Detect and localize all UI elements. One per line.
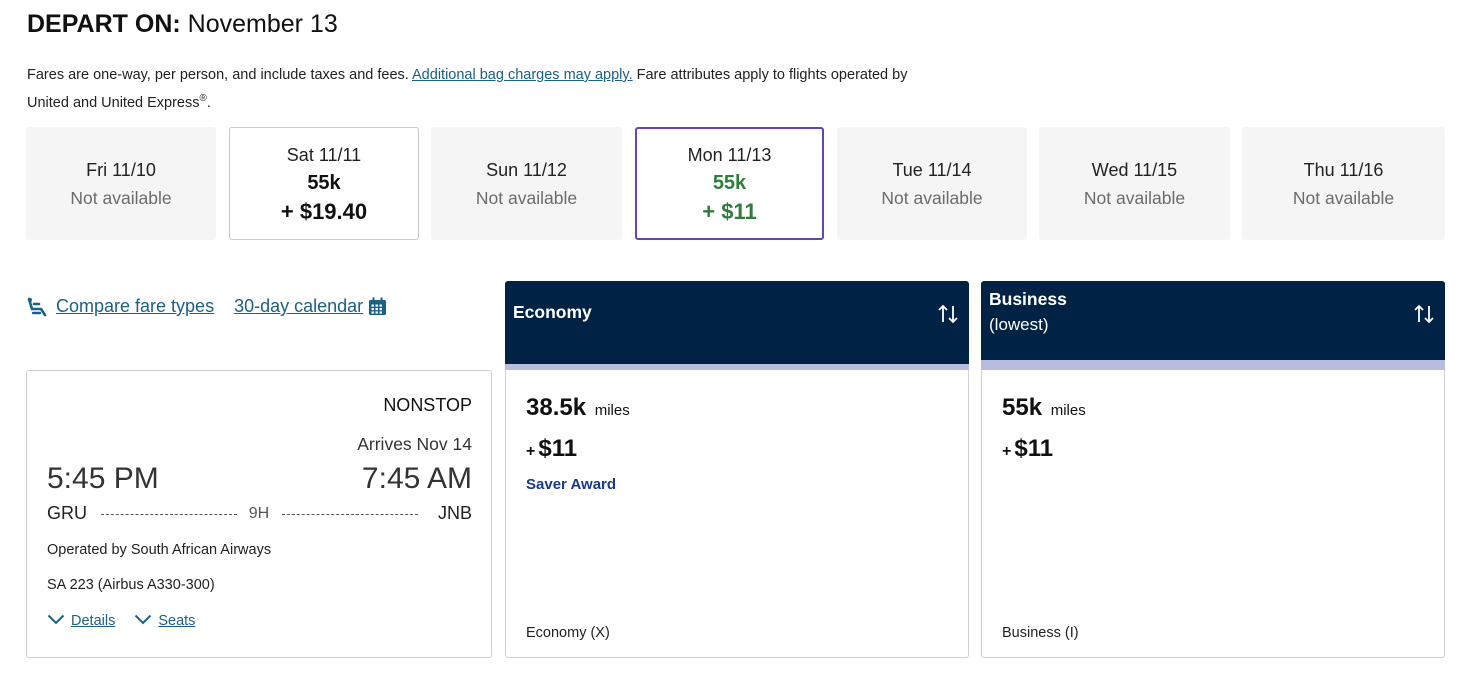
fares-note: Fares are one-way, per person, and inclu… <box>27 64 927 115</box>
date-status: Not available <box>475 187 578 208</box>
bag-charges-link[interactable]: Additional bag charges may apply. <box>412 67 633 83</box>
economy-fee-value: $11 <box>538 435 578 462</box>
seats-link[interactable]: Seats <box>158 613 196 629</box>
flight-duration: 9H <box>248 505 270 522</box>
route-line-left <box>101 514 237 515</box>
economy-fare-class: Economy (X) <box>526 625 610 641</box>
date-price: + $11 <box>702 198 757 224</box>
miles-unit: miles <box>1050 402 1086 419</box>
date-label: Thu 11/16 <box>1303 159 1384 180</box>
sort-icon[interactable] <box>937 303 959 325</box>
details-toggle[interactable]: Details Seats <box>47 613 195 629</box>
details-link[interactable]: Details <box>71 613 116 629</box>
date-price: + $19.40 <box>280 198 368 224</box>
business-miles-value: 55k <box>1002 394 1043 421</box>
fares-note-text-2: Fare attributes apply to flights operate… <box>27 67 908 111</box>
economy-band <box>505 364 969 370</box>
business-fare-class: Business (I) <box>1002 625 1079 641</box>
saver-award-label: Saver Award <box>526 476 617 493</box>
date-status: Not available <box>1292 187 1395 208</box>
economy-fee: + $11 <box>526 435 577 463</box>
date-tile-mon-11-13-selected[interactable]: Mon 11/13 55k + $11 <box>635 127 824 240</box>
depart-time: 5:45 PM <box>47 462 159 495</box>
arrival-date: Arrives Nov 14 <box>357 434 472 454</box>
arrive-time: 7:45 AM <box>361 462 472 495</box>
date-tile-tue-11-14[interactable]: Tue 11/14 Not available <box>837 127 1027 240</box>
page-title: DEPART ON: November 13 <box>27 10 338 39</box>
miles-unit: miles <box>594 402 630 419</box>
date-label: Fri 11/10 <box>86 159 156 180</box>
registered-mark: ® <box>199 93 207 104</box>
date-status: Not available <box>1083 187 1186 208</box>
date-label: Sat 11/11 <box>286 144 362 165</box>
date-tile-thu-11-16[interactable]: Thu 11/16 Not available <box>1242 127 1445 240</box>
economy-miles-value: 38.5k <box>526 394 587 421</box>
route-line-right <box>282 514 418 515</box>
stops-label: NONSTOP <box>383 395 472 415</box>
seat-icon <box>26 297 48 317</box>
destination-airport: JNB <box>437 503 472 523</box>
business-fee-value: $11 <box>1014 435 1054 462</box>
business-header-sub: (lowest) <box>989 315 1049 334</box>
calendar-icon[interactable] <box>368 297 387 316</box>
compare-fare-types-link[interactable]: Compare fare types <box>56 296 215 316</box>
sort-icon[interactable] <box>1413 303 1435 325</box>
page-title-prefix: DEPART ON: <box>27 10 181 38</box>
fares-note-end: . <box>206 94 211 111</box>
business-header-label: Business <box>989 289 1067 309</box>
business-sort-header[interactable]: Business (lowest) <box>981 281 1445 360</box>
fare-links: Compare fare types 30-day calendar <box>26 296 387 317</box>
30-day-calendar-link[interactable]: 30-day calendar <box>234 296 364 316</box>
date-tile-fri-11-10[interactable]: Fri 11/10 Not available <box>26 127 216 240</box>
date-label: Tue 11/14 <box>892 159 972 180</box>
business-fare-card[interactable]: 55k miles + $11 Business (I) <box>981 370 1445 658</box>
chevron-down-icon <box>47 613 65 629</box>
date-miles: 55k <box>712 171 747 194</box>
plus-sign: + <box>526 443 536 460</box>
business-fee: + $11 <box>1002 435 1053 463</box>
date-tile-wed-11-15[interactable]: Wed 11/15 Not available <box>1039 127 1230 240</box>
business-miles: 55k miles <box>1002 394 1086 422</box>
date-tile-sat-11-11[interactable]: Sat 11/11 55k + $19.40 <box>229 127 419 240</box>
economy-header-label: Economy <box>513 302 592 322</box>
date-status: Not available <box>881 187 983 208</box>
origin-airport: GRU <box>47 503 87 523</box>
date-miles: 55k <box>307 171 341 194</box>
date-label: Mon 11/13 <box>687 144 772 165</box>
chevron-down-icon <box>134 613 152 629</box>
operator-text: Operated by South African Airways <box>47 542 272 558</box>
business-band <box>981 360 1445 370</box>
fares-note-text: Fares are one-way, per person, and inclu… <box>27 67 413 83</box>
flight-number: SA 223 (Airbus A330-300) <box>47 577 215 593</box>
economy-fare-card[interactable]: 38.5k miles + $11 Saver Award Economy (X) <box>505 370 969 658</box>
date-tile-sun-11-12[interactable]: Sun 11/12 Not available <box>431 127 622 240</box>
economy-sort-header[interactable]: Economy <box>505 281 969 364</box>
page-title-date: November 13 <box>187 10 338 38</box>
plus-sign: + <box>1002 443 1012 460</box>
date-label: Wed 11/15 <box>1091 159 1178 180</box>
date-label: Sun 11/12 <box>486 159 567 180</box>
date-status: Not available <box>70 187 172 208</box>
economy-miles: 38.5k miles <box>526 394 630 422</box>
